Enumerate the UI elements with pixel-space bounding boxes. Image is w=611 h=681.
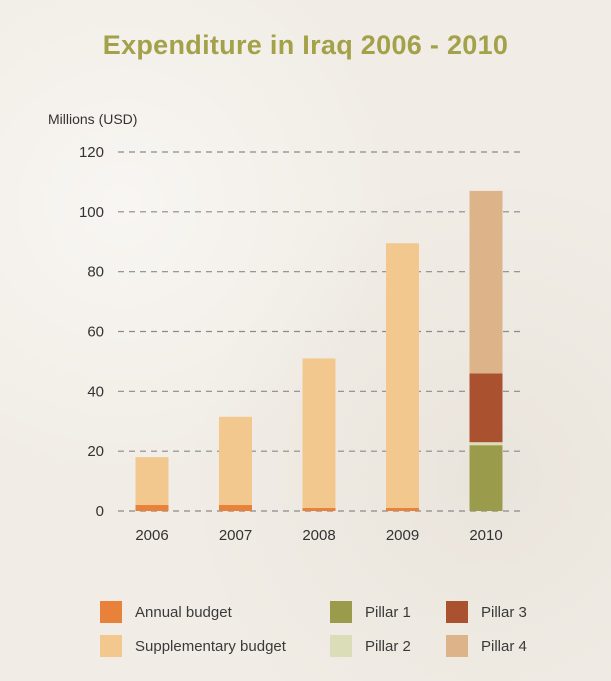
y-tick-label: 0 — [96, 503, 104, 520]
y-tick-label: 60 — [87, 324, 104, 341]
x-tick-label: 2006 — [135, 527, 168, 544]
y-tick-label: 100 — [79, 204, 104, 221]
bar-supplementary-budget — [219, 416, 252, 506]
bar-pillar-4 — [469, 190, 503, 374]
bar-pillar-1 — [469, 445, 503, 511]
bar-supplementary-budget — [135, 457, 169, 506]
bar-supplementary-budget — [302, 358, 336, 509]
x-tick-label: 2010 — [469, 527, 502, 544]
bar-annual-budget — [386, 508, 419, 511]
x-tick-label: 2007 — [219, 527, 252, 544]
y-tick-label: 120 — [79, 144, 104, 161]
bar-annual-budget — [219, 505, 252, 511]
x-tick-label: 2009 — [386, 527, 419, 544]
y-tick-label: 40 — [87, 383, 104, 400]
bar-pillar-3 — [469, 373, 503, 443]
bar-pillar-2 — [469, 442, 503, 446]
bar-supplementary-budget — [386, 243, 419, 509]
y-axis-label: Millions (USD) — [48, 111, 137, 127]
y-tick-label: 20 — [87, 443, 104, 460]
chart-title: Expenditure in Iraq 2006 - 2010 — [102, 30, 509, 60]
y-tick-label: 80 — [87, 264, 104, 281]
bar-annual-budget — [302, 508, 336, 511]
x-tick-label: 2008 — [302, 527, 335, 544]
bar-annual-budget — [135, 505, 169, 511]
